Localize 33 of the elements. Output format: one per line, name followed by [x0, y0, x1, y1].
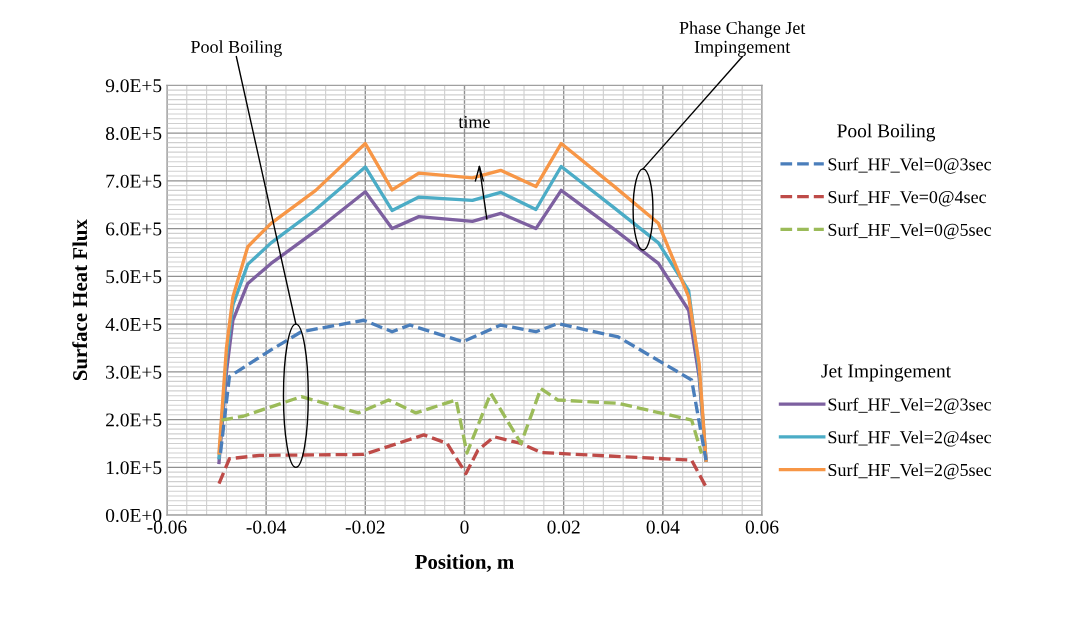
x-tick-label: 0	[460, 520, 469, 534]
legend-label: Surf_HF_Ve=0@4sec	[828, 190, 987, 207]
y-tick-label: 9.0E+5	[105, 79, 162, 93]
text: Pool Boiling	[837, 123, 936, 142]
y-axis-title: Surface Heat Flux	[72, 219, 88, 381]
text: Pool Boiling	[190, 40, 282, 57]
y-tick-label: 0.0E+0	[105, 508, 162, 523]
legend-label: Surf_HF_Vel=2@4sec	[828, 430, 992, 447]
x-tick-label: 0.06	[745, 520, 779, 534]
y-tick-label: 4.0E+5	[105, 317, 162, 332]
line-series	[217, 433, 708, 489]
x-tick-label: -0.02	[345, 520, 385, 534]
x-tick-label: 0.02	[547, 520, 580, 534]
legend-label: Surf_HF_Vel=2@5sec	[828, 463, 992, 480]
annotation: time	[458, 115, 490, 129]
legend-label: Surf_HF_Vel=0@3sec	[828, 157, 992, 174]
line-series	[218, 318, 708, 462]
y-tick-label: 2.0E+5	[106, 413, 162, 427]
x-tick-label: -0.04	[246, 520, 287, 534]
legend-label: Surf_HF_Vel=2@3sec	[828, 397, 992, 414]
y-tick-label: 8.0E+5	[105, 126, 162, 141]
x-tick-label: 0.04	[646, 520, 680, 534]
y-tick-label: 6.0E+5	[106, 222, 162, 236]
x-tick-label: -0.06	[147, 520, 187, 534]
x-axis-title: Position, m	[415, 554, 514, 572]
text: Jet Impingement	[821, 364, 951, 382]
y-tick-label: 1.0E+5	[106, 461, 162, 475]
y-tick-label: 5.0E+5	[106, 270, 162, 284]
y-tick-label: 3.0E+5	[106, 365, 162, 379]
text: Phase Change Jet Impingement	[679, 21, 806, 57]
y-tick-label: 7.0E+5	[106, 174, 162, 188]
line-series	[219, 386, 704, 456]
legend-label: Surf_HF_Vel=0@5sec	[828, 223, 992, 240]
